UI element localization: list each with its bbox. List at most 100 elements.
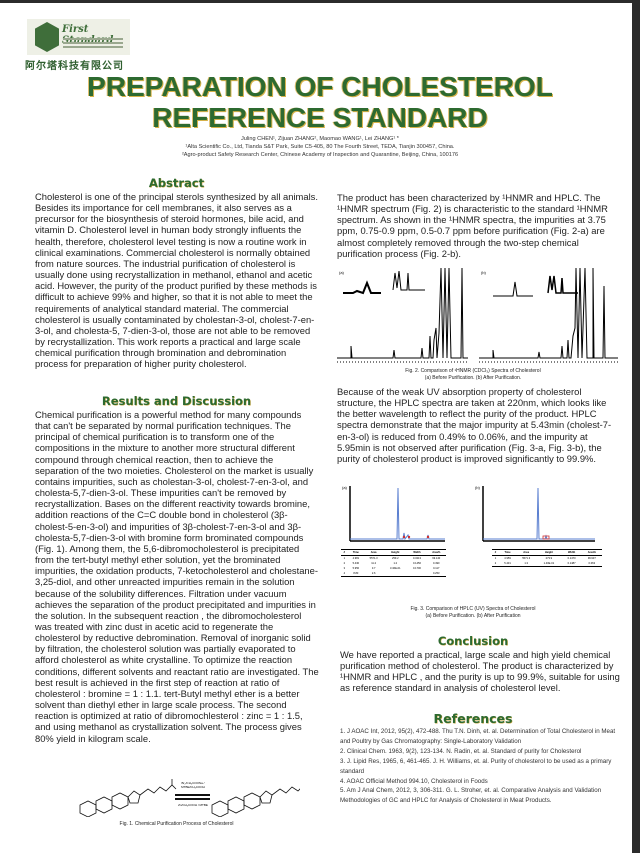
poster: First Standard 阿尔塔科技有限公司 PREPARATION OF …	[0, 3, 632, 853]
table-cell: 0.1456	[412, 562, 421, 565]
figure-2-caption: Fig. 2. Comparison of ¹HNMR (CDCl₃) Spec…	[323, 368, 623, 382]
table-header-row: # Time Area Height Width Area%	[341, 550, 446, 556]
table-cell: 1.3	[524, 562, 528, 565]
reference-item: 3. J. Lipid Res, 1965, 6, 461-465. J. H.…	[340, 757, 612, 775]
table-header: Width	[567, 551, 576, 554]
nmr-text: The product has been characterized by ¹H…	[337, 192, 608, 259]
table-row: 4 8.83 2.6 0.253	[341, 571, 446, 577]
table-cell: 3.46E-01	[390, 567, 401, 570]
table-cell	[383, 571, 407, 577]
author-names: Juling CHEN¹, Zijuan ZHANG², Maomao WANG…	[240, 136, 399, 142]
table-header: Time	[352, 551, 359, 554]
panel-a-label: (a)	[339, 270, 344, 275]
table-cell: 0.063	[588, 562, 596, 565]
references-list: 1. J AOAC Int, 2012, 95(2), 472-488. Thu…	[340, 727, 620, 806]
references-heading: References	[433, 711, 513, 726]
affiliation-1: ¹Alta Scientific Co., Ltd, Tianda S&T Pa…	[185, 144, 455, 150]
table-header: #	[343, 551, 346, 554]
conclusion-text: We have reported a practical, large scal…	[340, 649, 620, 694]
table-cell: 1	[494, 557, 497, 560]
impurity-peak-a3	[426, 535, 430, 539]
table-cell: 5.950	[352, 567, 360, 570]
impurity-peak-b1	[542, 535, 550, 540]
reference-item: 2. Clinical Chem. 1963, 9(2), 123-134. N…	[340, 747, 582, 755]
nmr-trace-a	[337, 268, 468, 359]
company-logo: First Standard 阿尔塔科技有限公司	[25, 19, 135, 72]
hplc-table-a: # Time Area Height Width Area% 1 4.981 5571.3 25…	[341, 549, 446, 577]
table-row: 1 4.959 5571.3 273.9 0.1470 99.937	[492, 556, 602, 562]
hplc-trace-b	[483, 487, 595, 540]
table-cell: 2	[494, 562, 497, 565]
figure-3-caption-sub: (a) Before Purification. (b) After Purif…	[425, 613, 521, 619]
logo-badge: First Standard	[27, 19, 130, 55]
reaction-scheme	[79, 779, 300, 817]
table-cell: 1	[343, 557, 346, 560]
table-cell: 2.6	[371, 572, 376, 575]
reagents-bottom: Zn/CH₃COOH / MTBE	[178, 803, 208, 807]
table-cell: 99.937	[587, 557, 596, 560]
results-heading: Results and Discussion	[101, 394, 252, 408]
reference-item: 5. Am J Anal Chem, 2012, 3, 306-311. G. …	[340, 787, 602, 805]
table-cell	[407, 571, 426, 577]
figure-2-caption-sub: (a) Before Purification. (b) After Purif…	[424, 375, 522, 381]
title-line-1: PREPARATION OF CHOLESTEROL	[87, 71, 553, 102]
table-cell: 1.40E-01	[543, 562, 555, 565]
impurity-peak-a1	[402, 535, 406, 539]
table-cell: 0.1470	[567, 557, 576, 560]
logo-company-name: 阿尔塔科技有限公司	[25, 61, 124, 72]
table-header: Area	[370, 551, 377, 554]
dibromocholesterol-structure	[211, 786, 300, 817]
table-cell: 5.430	[352, 562, 360, 565]
hplc-chart-b	[482, 486, 595, 542]
table-row: 2 5.431 1.3 1.40E-01 0.1487 0.063	[492, 561, 602, 567]
conclusion-heading: Conclusion	[437, 634, 509, 648]
table-header: #	[494, 551, 497, 554]
figure-2-nmr: (a) (b)	[333, 268, 623, 368]
table-cell: 3.7	[371, 567, 376, 570]
hplc-chromatograms	[349, 486, 595, 542]
table-cell: 0.1700	[412, 567, 421, 570]
table-cell: 4.959	[504, 557, 511, 560]
hexagon-icon	[35, 22, 59, 52]
figure-3-caption-title: Fig. 3. Comparison of HPLC (UV) Spectra …	[410, 606, 536, 612]
panel-b-label: (b)	[481, 270, 486, 275]
table-header: Area	[523, 551, 530, 554]
table-cell: 5.431	[504, 562, 511, 565]
table-cell: 8.83	[353, 572, 359, 575]
results-text: Chemical purification is a powerful meth…	[35, 409, 319, 744]
hplc-panel-a-label: (a)	[342, 485, 347, 490]
table-header: Height	[391, 551, 400, 554]
poster-title: PREPARATION OF CHOLESTEROL REFERENCE STA…	[0, 71, 640, 133]
reference-item: 4. AOAC Official Method 994.10, Choleste…	[340, 777, 488, 785]
hplc-text: Because of the weak UV absorption proper…	[337, 386, 612, 464]
table-header: Area%	[587, 551, 596, 554]
logo-subtext	[63, 38, 123, 48]
hplc-panel-b-label: (b)	[475, 485, 480, 490]
table-cell: 0.253	[433, 572, 440, 575]
table-cell: 4.981	[352, 557, 360, 560]
abstract-heading: Abstract	[148, 176, 205, 190]
cholesterol-structure	[79, 779, 177, 817]
reference-item: 1. J AOAC Int, 2012, 95(2), 472-488. Thu…	[340, 728, 616, 745]
table-row: 3 5.950 3.7 3.46E-01 0.1700 0.117	[341, 566, 446, 571]
table-cell: 2	[343, 562, 346, 565]
table-cell: 1.2	[393, 562, 398, 565]
table-cell: 0.490	[433, 562, 440, 565]
table-cell: 99.140	[432, 557, 441, 560]
figure-3-hplc: (a) (b) # Time Area Height Width Area% 1	[335, 483, 625, 588]
title-line-2: REFERENCE STANDARD	[152, 102, 488, 133]
table-cell: 11.2	[371, 562, 377, 565]
abstract-text: Cholesterol is one of the principal ster…	[35, 191, 318, 370]
affiliation-2: ²Agro-product Safety Research Center, Ch…	[181, 152, 459, 158]
table-header-row: # Time Area Height Width Area%	[492, 550, 602, 556]
table-cell: 5571.3	[522, 557, 531, 560]
reagents-top: Br₂/CH₃COONa / MTBE/CH₃COOH	[181, 781, 205, 789]
table-header: Width	[413, 551, 421, 554]
reaction-arrows	[175, 794, 210, 800]
table-cell: 4	[343, 572, 346, 575]
figure-3-caption: Fig. 3. Comparison of HPLC (UV) Spectra …	[323, 606, 623, 620]
table-cell: 259.2	[392, 557, 399, 560]
table-cell: 3	[343, 567, 346, 570]
hplc-trace-a	[350, 487, 445, 541]
impurity-peak-a2	[407, 535, 411, 539]
